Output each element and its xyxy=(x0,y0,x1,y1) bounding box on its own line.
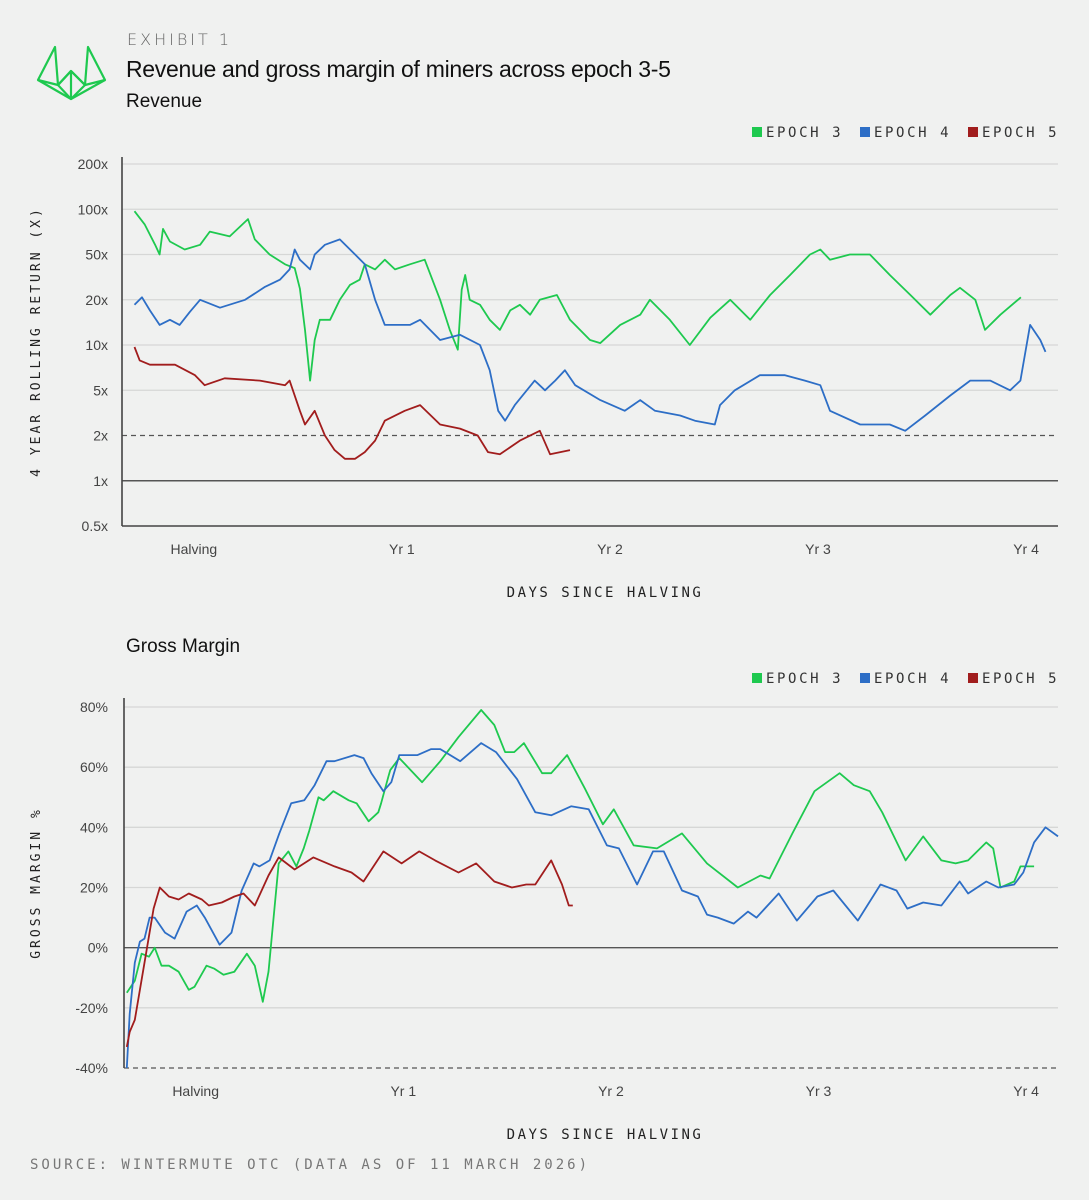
gross-margin-chart-title: Gross Margin xyxy=(126,636,241,657)
series-line-epoch-3 xyxy=(126,709,1035,1003)
y-tick-label: 20x xyxy=(85,292,108,308)
y-tick-label: 1x xyxy=(93,473,108,489)
y-tick-label: 2x xyxy=(93,428,108,444)
y-tick-label: 200x xyxy=(78,156,108,172)
gross-margin-chart: 80% 60% 40% 20% 0% -20% -40% Halving Yr 1 Yr 2 Yr … xyxy=(29,671,1059,1143)
legend-swatch xyxy=(752,673,762,683)
x-tick-label: Yr 1 xyxy=(389,541,415,557)
y-tick-label: 0% xyxy=(88,940,108,956)
x-axis-title: DAYS SINCE HALVING xyxy=(507,585,704,601)
series-line-epoch-5 xyxy=(133,346,571,460)
legend-swatch xyxy=(752,127,762,137)
x-tick-label: Yr 3 xyxy=(805,541,831,557)
y-tick-label: 20% xyxy=(80,880,108,896)
x-axis-title: DAYS SINCE HALVING xyxy=(507,1127,704,1143)
legend-swatch xyxy=(968,127,978,137)
legend-label: EPOCH 5 xyxy=(982,125,1059,141)
y-tick-label: 10x xyxy=(85,337,108,353)
x-tick-label: Halving xyxy=(170,541,217,557)
revenue-chart-title: Revenue xyxy=(126,91,203,112)
x-tick-label: Yr 2 xyxy=(597,541,623,557)
y-tick-label: 5x xyxy=(93,382,108,398)
y-tick-label: 40% xyxy=(80,819,108,835)
y-axis-title: GROSS MARGIN % xyxy=(29,807,44,959)
legend-label: EPOCH 4 xyxy=(874,671,951,687)
x-tick-label: Yr 2 xyxy=(598,1083,624,1099)
y-tick-label: 50x xyxy=(85,247,108,263)
source-note: SOURCE: WINTERMUTE OTC (DATA AS OF 11 MA… xyxy=(30,1157,591,1173)
x-tick-label: Halving xyxy=(172,1083,219,1099)
x-tick-label: Yr 1 xyxy=(390,1083,416,1099)
y-tick-label: 80% xyxy=(80,699,108,715)
series-line-epoch-3 xyxy=(133,210,1022,382)
x-tick-label: Yr 4 xyxy=(1013,1083,1039,1099)
y-axis-title: 4 YEAR ROLLING RETURN (X) xyxy=(29,206,44,477)
x-tick-label: Yr 3 xyxy=(806,1083,832,1099)
y-tick-label: 60% xyxy=(80,759,108,775)
y-tick-label: 0.5x xyxy=(82,518,108,534)
exhibit-label: EXHIBIT 1 xyxy=(127,30,233,49)
legend-swatch xyxy=(968,673,978,683)
legend-swatch xyxy=(860,127,870,137)
series-line-epoch-5 xyxy=(125,850,573,1048)
legend-label: EPOCH 4 xyxy=(874,125,951,141)
legend-label: EPOCH 3 xyxy=(766,125,843,141)
revenue-chart: 200x 100x 50x 20x 10x 5x 2x 1x 0.5x Halving Yr 1 Yr… xyxy=(29,125,1059,601)
y-tick-label: -20% xyxy=(75,1000,108,1016)
x-tick-label: Yr 4 xyxy=(1013,541,1039,557)
legend-label: EPOCH 5 xyxy=(982,671,1059,687)
series-line-epoch-4 xyxy=(125,742,1059,1069)
y-tick-label: -40% xyxy=(75,1060,108,1076)
y-tick-label: 100x xyxy=(78,201,108,217)
legend-swatch xyxy=(860,673,870,683)
page-title: Revenue and gross margin of miners acros… xyxy=(126,56,671,82)
series-line-epoch-4 xyxy=(133,238,1047,432)
legend-label: EPOCH 3 xyxy=(766,671,843,687)
wintermute-logo-icon xyxy=(36,45,107,101)
